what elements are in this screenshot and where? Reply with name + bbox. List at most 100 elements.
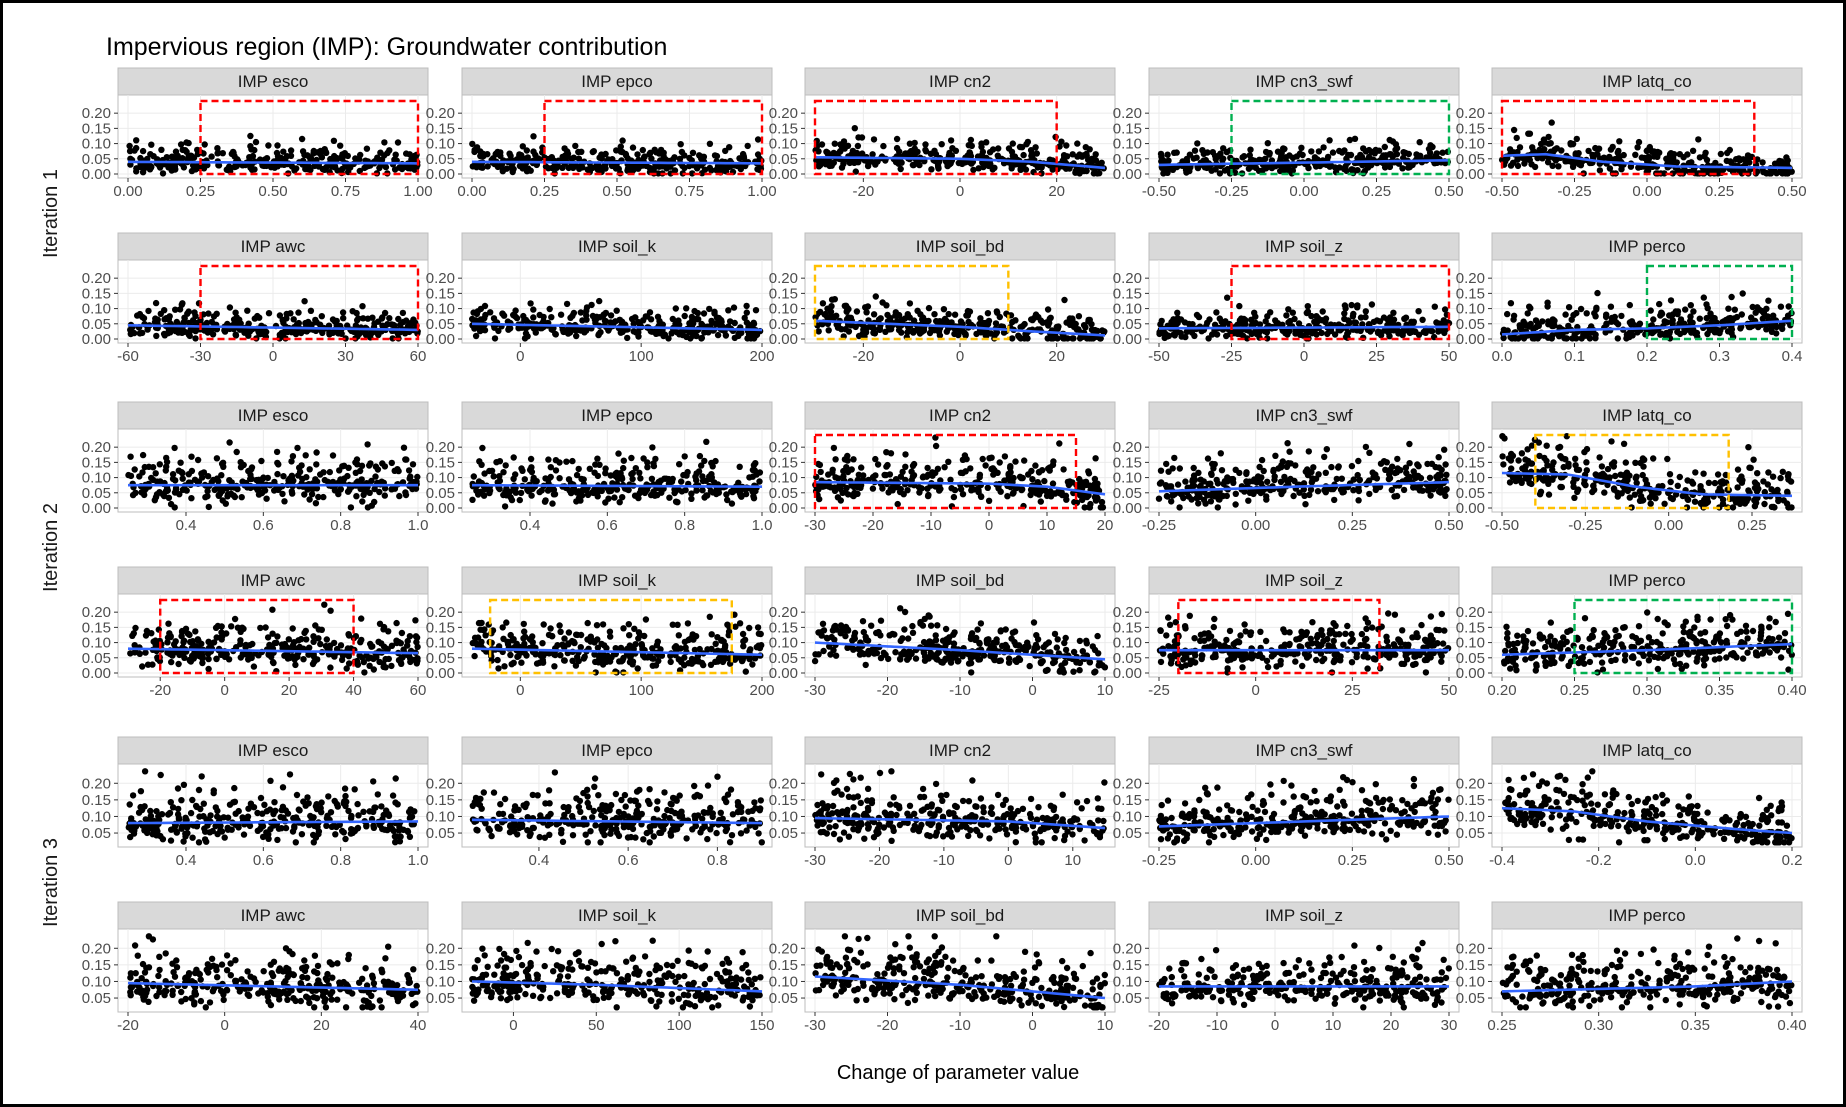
data-point <box>352 155 359 162</box>
data-point <box>528 464 535 471</box>
data-point <box>573 489 580 496</box>
data-point <box>512 489 520 496</box>
data-point <box>860 472 867 479</box>
data-point <box>675 317 682 324</box>
data-point <box>1348 301 1355 309</box>
x-tick-label: -0.50 <box>1142 183 1176 200</box>
data-point <box>251 166 258 173</box>
data-point <box>1399 165 1406 172</box>
row-label: Iteration 2 <box>40 503 62 592</box>
data-point <box>1340 488 1348 496</box>
x-tick-label: -20 <box>852 348 874 365</box>
data-point <box>1287 475 1294 483</box>
data-point <box>686 162 693 170</box>
data-point <box>341 150 348 157</box>
x-tick-label: 0.4 <box>176 517 197 534</box>
data-point <box>739 150 747 158</box>
data-point <box>1679 492 1687 500</box>
data-point <box>372 463 380 470</box>
data-point <box>303 474 310 481</box>
data-point <box>258 457 265 465</box>
data-point <box>1614 321 1622 328</box>
data-point <box>187 152 195 159</box>
data-point <box>828 303 835 310</box>
data-point <box>1217 450 1225 457</box>
data-point <box>1386 163 1394 171</box>
data-point <box>828 296 836 303</box>
data-point <box>1750 456 1757 463</box>
data-point <box>635 333 642 340</box>
data-point <box>567 489 575 497</box>
y-tick-label: 0.05 <box>1113 316 1142 333</box>
x-tick-label: 0.25 <box>1705 183 1734 200</box>
data-point <box>277 156 284 163</box>
facet-title: IMP soil_z <box>1265 237 1343 256</box>
data-point <box>408 156 415 163</box>
data-point <box>860 326 867 333</box>
data-point <box>1650 455 1657 462</box>
data-point <box>1788 168 1795 175</box>
data-point <box>1280 487 1287 495</box>
data-point <box>194 456 202 464</box>
smooth-trend-line <box>1158 325 1450 330</box>
data-point <box>1658 309 1665 316</box>
data-point <box>469 163 476 170</box>
data-point <box>1756 306 1763 313</box>
data-point <box>1076 492 1084 499</box>
data-point <box>994 152 1001 159</box>
data-point <box>1299 332 1307 339</box>
data-point <box>631 492 639 499</box>
data-point <box>548 314 555 321</box>
data-point <box>1080 322 1088 329</box>
data-point <box>1058 138 1065 145</box>
data-point <box>496 473 503 480</box>
x-tick-label: 0 <box>1300 348 1308 365</box>
data-point <box>1568 316 1575 323</box>
data-point <box>596 461 603 468</box>
data-point <box>1367 328 1374 335</box>
data-point <box>910 329 917 336</box>
data-point <box>1349 313 1357 320</box>
x-tick-label: -50 <box>1148 348 1170 365</box>
data-point <box>844 142 852 149</box>
data-point <box>141 463 148 471</box>
data-point <box>1684 151 1691 158</box>
data-point <box>1773 170 1780 177</box>
y-tick-label: 0.00 <box>82 331 111 348</box>
data-point <box>545 165 552 172</box>
data-point <box>1544 303 1551 310</box>
data-point <box>1748 314 1755 321</box>
data-point <box>1442 461 1449 468</box>
data-point <box>330 137 338 144</box>
y-tick-label: 0.00 <box>769 331 798 348</box>
data-point <box>1666 471 1674 478</box>
data-point <box>512 471 519 478</box>
data-point <box>657 477 664 484</box>
data-point <box>1016 473 1024 480</box>
data-point <box>874 461 882 468</box>
data-point <box>1711 479 1719 487</box>
data-point <box>1008 165 1015 172</box>
data-point <box>545 456 552 463</box>
data-point <box>145 307 152 315</box>
data-point <box>294 444 301 452</box>
data-point <box>359 303 366 310</box>
smooth-trend-line <box>127 160 419 165</box>
data-point <box>1304 303 1312 310</box>
data-point <box>1572 455 1579 462</box>
data-point <box>367 460 374 467</box>
data-point <box>347 164 354 171</box>
data-point <box>337 154 344 161</box>
data-point <box>1640 496 1647 504</box>
data-point <box>1661 500 1668 507</box>
highlight-box <box>199 99 420 176</box>
data-point <box>532 329 539 336</box>
data-point <box>1499 453 1506 460</box>
y-tick-label: 0.15 <box>426 285 455 302</box>
data-point <box>679 162 686 170</box>
data-point <box>219 150 226 157</box>
data-point <box>363 145 371 152</box>
data-point <box>140 315 148 322</box>
facet-strip <box>804 67 1116 96</box>
